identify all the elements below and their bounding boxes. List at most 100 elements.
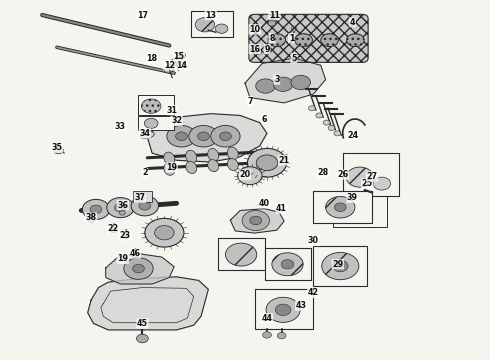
Circle shape [322, 252, 359, 280]
Text: 14: 14 [176, 61, 187, 70]
Text: 19: 19 [166, 163, 177, 172]
Ellipse shape [164, 65, 174, 73]
Text: 27: 27 [367, 172, 378, 181]
Text: 23: 23 [120, 231, 131, 240]
Circle shape [332, 260, 348, 272]
Text: 34: 34 [139, 129, 150, 138]
Circle shape [90, 205, 102, 214]
Bar [191, 11, 233, 37]
Text: 1: 1 [289, 34, 294, 43]
Polygon shape [88, 277, 208, 330]
Circle shape [110, 228, 117, 233]
Circle shape [137, 334, 148, 343]
Text: 30: 30 [308, 237, 319, 246]
Ellipse shape [186, 161, 197, 174]
Text: 22: 22 [107, 224, 119, 233]
Text: 10: 10 [249, 25, 260, 34]
Circle shape [272, 253, 303, 276]
Circle shape [238, 167, 262, 185]
Circle shape [139, 202, 151, 210]
Circle shape [256, 79, 275, 93]
Circle shape [309, 106, 316, 111]
Circle shape [328, 126, 335, 131]
Circle shape [131, 196, 159, 216]
Circle shape [321, 34, 338, 46]
Circle shape [220, 132, 231, 140]
Circle shape [275, 304, 291, 316]
Text: 6: 6 [262, 114, 267, 123]
Text: 4: 4 [350, 18, 355, 27]
Text: 18: 18 [147, 54, 158, 63]
Ellipse shape [186, 150, 197, 163]
Text: 37: 37 [134, 193, 146, 202]
Text: 39: 39 [347, 193, 358, 202]
Text: 24: 24 [347, 131, 358, 140]
Circle shape [175, 132, 187, 140]
Text: 36: 36 [117, 201, 128, 210]
Circle shape [323, 120, 330, 125]
Text: 8: 8 [269, 34, 275, 43]
Circle shape [195, 18, 215, 32]
Text: 45: 45 [137, 319, 148, 328]
Circle shape [281, 260, 294, 269]
Bar [314, 191, 372, 223]
Circle shape [268, 21, 276, 26]
Circle shape [326, 197, 355, 218]
Text: 19: 19 [117, 255, 128, 264]
Text: 46: 46 [129, 249, 141, 258]
Circle shape [132, 253, 138, 257]
Circle shape [250, 216, 262, 225]
Text: 7: 7 [247, 96, 253, 105]
Bar [133, 192, 152, 202]
Bar [138, 95, 174, 116]
Bar [138, 116, 174, 130]
Polygon shape [147, 114, 267, 162]
Bar [333, 193, 387, 227]
Text: 9: 9 [264, 45, 270, 54]
Circle shape [53, 147, 63, 154]
Circle shape [123, 234, 129, 239]
Ellipse shape [227, 158, 238, 171]
Circle shape [268, 34, 286, 46]
Text: 44: 44 [262, 314, 272, 323]
Circle shape [88, 217, 96, 222]
Bar [265, 248, 311, 280]
Circle shape [189, 126, 218, 147]
Text: 33: 33 [115, 122, 126, 131]
Ellipse shape [164, 163, 175, 175]
Circle shape [115, 203, 126, 212]
Text: 17: 17 [137, 10, 148, 19]
Text: 11: 11 [269, 10, 280, 19]
Circle shape [247, 148, 287, 177]
Circle shape [215, 24, 228, 33]
Ellipse shape [175, 52, 185, 60]
Circle shape [266, 297, 300, 322]
Text: 12: 12 [164, 61, 175, 70]
Text: 31: 31 [166, 105, 177, 114]
Circle shape [225, 243, 257, 266]
Text: 15: 15 [173, 52, 185, 61]
Text: 40: 40 [259, 199, 270, 208]
Circle shape [291, 75, 311, 90]
Ellipse shape [227, 147, 238, 160]
Ellipse shape [208, 149, 219, 161]
Circle shape [256, 155, 278, 171]
Text: 26: 26 [337, 170, 348, 179]
Circle shape [273, 77, 293, 91]
Ellipse shape [164, 152, 175, 165]
Circle shape [256, 50, 262, 54]
Circle shape [197, 132, 209, 140]
Circle shape [145, 219, 184, 247]
Circle shape [133, 264, 145, 273]
Circle shape [107, 198, 134, 218]
Circle shape [142, 99, 161, 113]
Text: 13: 13 [205, 10, 216, 19]
Text: 28: 28 [318, 168, 329, 177]
Circle shape [120, 211, 125, 215]
Circle shape [242, 211, 270, 230]
Circle shape [346, 34, 364, 46]
FancyBboxPatch shape [249, 14, 368, 62]
Text: 25: 25 [362, 179, 373, 188]
Text: 5: 5 [291, 54, 296, 63]
Circle shape [155, 226, 174, 240]
